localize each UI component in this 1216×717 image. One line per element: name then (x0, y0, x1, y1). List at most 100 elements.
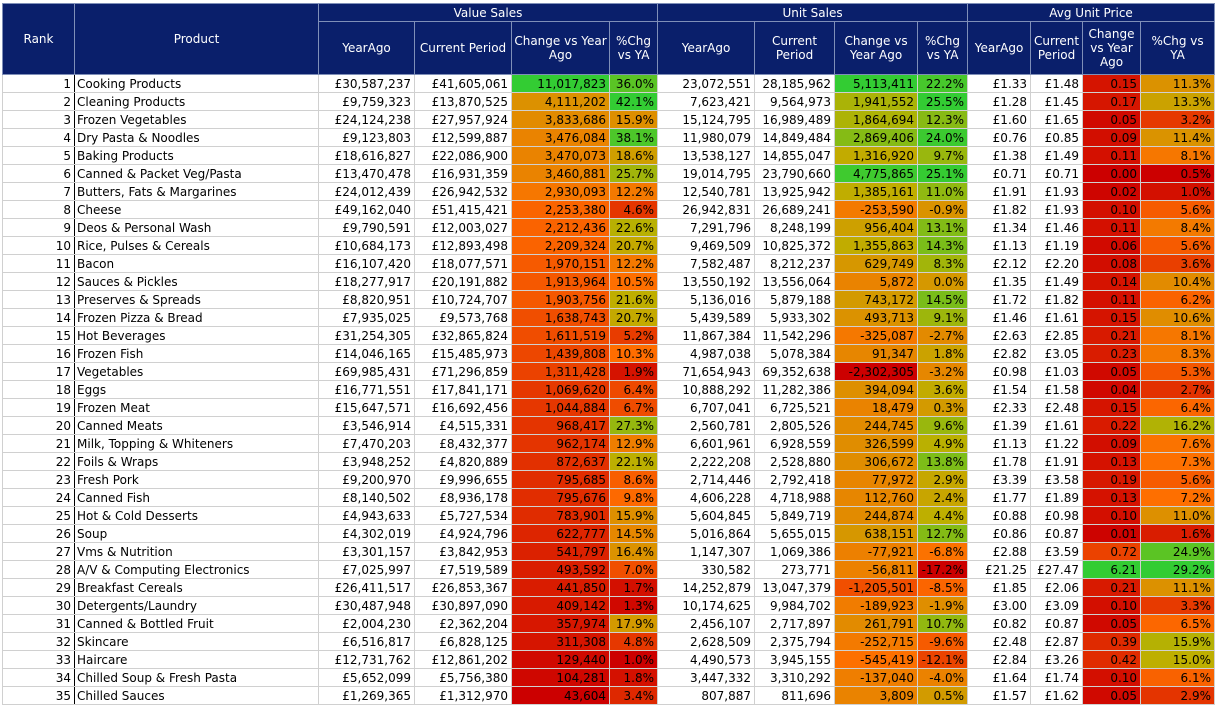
table-row[interactable]: 1 Cooking Products £30,587,237 £41,605,061 1… (2, 74, 1216, 93)
price-yearago-cell[interactable]: £1.34 (967, 218, 1032, 237)
unit-yearago-cell[interactable]: 14,252,879 (657, 578, 756, 597)
value-change-cell[interactable]: 795,676 (511, 488, 610, 507)
unit-yearago-cell[interactable]: 2,456,107 (657, 614, 756, 633)
price-yearago-cell[interactable]: £1.38 (967, 146, 1032, 165)
value-yearago-cell[interactable]: £1,269,365 (318, 686, 415, 705)
price-change-cell[interactable]: 0.42 (1082, 650, 1142, 669)
value-yearago-cell[interactable]: £24,012,439 (318, 182, 415, 201)
unit-current-cell[interactable]: 1,069,386 (754, 542, 836, 561)
price-yearago-cell[interactable]: £1.78 (967, 452, 1032, 471)
value-yearago-cell[interactable]: £4,943,633 (318, 506, 415, 525)
price-current-cell[interactable]: £1.22 (1030, 434, 1084, 453)
price-current-cell[interactable]: £1.74 (1030, 668, 1084, 687)
value-yearago-cell[interactable]: £9,123,803 (318, 128, 415, 147)
unit-yearago-cell[interactable]: 5,016,864 (657, 524, 756, 543)
rank-cell[interactable]: 3 (2, 110, 75, 129)
unit-pct-cell[interactable]: 9.6% (917, 416, 969, 435)
value-yearago-cell[interactable]: £7,935,025 (318, 308, 415, 327)
unit-current-cell[interactable]: 2,375,794 (754, 632, 836, 651)
value-yearago-cell[interactable]: £3,546,914 (318, 416, 415, 435)
unit-current-cell[interactable]: 16,989,489 (754, 110, 836, 129)
value-change-cell[interactable]: 11,017,823 (511, 74, 610, 93)
product-cell[interactable]: Rice, Pulses & Cereals (74, 236, 319, 255)
price-current-cell[interactable]: £1.82 (1030, 290, 1084, 309)
product-cell[interactable]: Dry Pasta & Noodles (74, 128, 319, 147)
price-current-cell[interactable]: £1.49 (1030, 272, 1084, 291)
product-cell[interactable]: Fresh Pork (74, 470, 319, 489)
price-current-cell[interactable]: £1.58 (1030, 380, 1084, 399)
price-yearago-cell[interactable]: £0.76 (967, 128, 1032, 147)
value-yearago-cell[interactable]: £7,470,203 (318, 434, 415, 453)
product-cell[interactable]: A/V & Computing Electronics (74, 560, 319, 579)
price-pct-cell[interactable]: 8.3% (1140, 344, 1216, 363)
price-current-cell[interactable]: £1.93 (1030, 182, 1084, 201)
table-row[interactable]: 26 Soup £4,302,019 £4,924,796 622,777 14.5% 5,… (2, 524, 1216, 543)
unit-current-cell[interactable]: 9,564,973 (754, 92, 836, 111)
value-yearago-cell[interactable]: £9,759,323 (318, 92, 415, 111)
price-current-cell[interactable]: £0.87 (1030, 524, 1084, 543)
value-pct-cell[interactable]: 8.6% (608, 470, 659, 489)
product-cell[interactable]: Canned & Bottled Fruit (74, 614, 319, 633)
unit-current-header[interactable]: Current Period (754, 21, 836, 75)
table-row[interactable]: 33 Haircare £12,731,762 £12,861,202 129,440 1… (2, 650, 1216, 669)
price-change-cell[interactable]: 0.19 (1082, 470, 1142, 489)
price-current-cell[interactable]: £1.03 (1030, 362, 1084, 381)
value-yearago-cell[interactable]: £6,516,817 (318, 632, 415, 651)
price-change-cell[interactable]: 0.15 (1082, 398, 1142, 417)
price-yearago-cell[interactable]: £1.13 (967, 236, 1032, 255)
product-cell[interactable]: Sauces & Pickles (74, 272, 319, 291)
value-pct-cell[interactable]: 25.7% (608, 164, 659, 183)
price-change-cell[interactable]: 0.15 (1082, 74, 1142, 93)
price-pct-cell[interactable]: 7.3% (1140, 452, 1216, 471)
unit-yearago-cell[interactable]: 4,606,228 (657, 488, 756, 507)
price-pct-cell[interactable]: 15.9% (1140, 632, 1216, 651)
unit-yearago-cell[interactable]: 807,887 (657, 686, 756, 705)
table-row[interactable]: 11 Bacon £16,107,420 £18,077,571 1,970,151 12… (2, 254, 1216, 273)
value-change-cell[interactable]: 1,311,428 (511, 362, 610, 381)
value-pct-cell[interactable]: 20.7% (608, 236, 659, 255)
unit-change-cell[interactable]: 2,869,406 (834, 128, 919, 147)
table-row[interactable]: 6 Canned & Packet Veg/Pasta £13,470,478 £16… (2, 164, 1216, 183)
unit-pct-cell[interactable]: -0.9% (917, 200, 969, 219)
unit-change-header[interactable]: Change vs Year Ago (834, 21, 919, 75)
unit-yearago-cell[interactable]: 1,147,307 (657, 542, 756, 561)
price-yearago-cell[interactable]: £1.28 (967, 92, 1032, 111)
unit-pct-cell[interactable]: 0.0% (917, 272, 969, 291)
value-current-cell[interactable]: £2,362,204 (414, 614, 512, 633)
price-pct-cell[interactable]: 6.2% (1140, 290, 1216, 309)
price-pct-cell[interactable]: 10.6% (1140, 308, 1216, 327)
value-current-cell[interactable]: £12,003,027 (414, 218, 512, 237)
price-current-cell[interactable]: £3.58 (1030, 470, 1084, 489)
unit-yearago-cell[interactable]: 4,987,038 (657, 344, 756, 363)
price-current-cell[interactable]: £2.85 (1030, 326, 1084, 345)
price-change-cell[interactable]: 0.05 (1082, 362, 1142, 381)
value-change-cell[interactable]: 1,611,519 (511, 326, 610, 345)
unit-change-cell[interactable]: 638,151 (834, 524, 919, 543)
unit-yearago-cell[interactable]: 3,447,332 (657, 668, 756, 687)
unit-change-cell[interactable]: 394,094 (834, 380, 919, 399)
value-yearago-cell[interactable]: £9,200,970 (318, 470, 415, 489)
value-pct-cell[interactable]: 7.0% (608, 560, 659, 579)
rank-cell[interactable]: 17 (2, 362, 75, 381)
value-yearago-cell[interactable]: £13,470,478 (318, 164, 415, 183)
price-pct-cell[interactable]: 5.6% (1140, 236, 1216, 255)
value-change-cell[interactable]: 4,111,202 (511, 92, 610, 111)
value-change-cell[interactable]: 968,417 (511, 416, 610, 435)
value-current-cell[interactable]: £16,931,359 (414, 164, 512, 183)
unit-change-cell[interactable]: 244,874 (834, 506, 919, 525)
product-cell[interactable]: Soup (74, 524, 319, 543)
unit-pct-cell[interactable]: -1.9% (917, 596, 969, 615)
price-yearago-cell[interactable]: £1.82 (967, 200, 1032, 219)
rank-cell[interactable]: 25 (2, 506, 75, 525)
unit-yearago-cell[interactable]: 5,439,589 (657, 308, 756, 327)
unit-current-cell[interactable]: 3,310,292 (754, 668, 836, 687)
price-yearago-cell[interactable]: £1.72 (967, 290, 1032, 309)
unit-change-cell[interactable]: 1,316,920 (834, 146, 919, 165)
product-cell[interactable]: Frozen Vegetables (74, 110, 319, 129)
price-current-cell[interactable]: £2.20 (1030, 254, 1084, 273)
product-cell[interactable]: Baking Products (74, 146, 319, 165)
value-current-cell[interactable]: £4,515,331 (414, 416, 512, 435)
price-pct-cell[interactable]: 1.0% (1140, 182, 1216, 201)
price-yearago-cell[interactable]: £1.54 (967, 380, 1032, 399)
unit-change-cell[interactable]: -189,923 (834, 596, 919, 615)
